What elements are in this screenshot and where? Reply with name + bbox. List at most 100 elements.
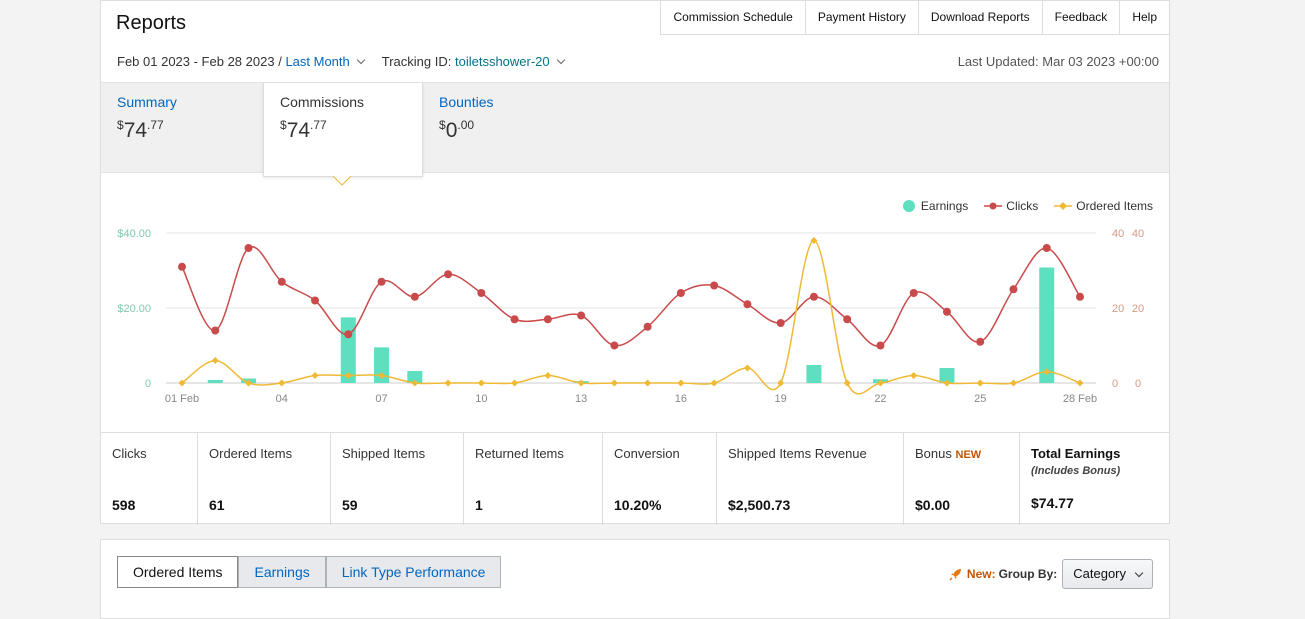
ordered-items-point — [777, 379, 785, 387]
clicks-point — [377, 277, 386, 286]
ordered-items-point — [943, 379, 951, 387]
details-card: Ordered Items Earnings Link Type Perform… — [100, 539, 1170, 619]
y-left-tick-label: 0 — [145, 378, 151, 390]
ordered-items-point — [477, 379, 485, 387]
group-by-select[interactable]: Category — [1062, 559, 1153, 589]
tab-commissions-label: Commissions — [280, 94, 365, 110]
legend-ordered-items-label: Ordered Items — [1076, 199, 1153, 213]
clicks-point — [1076, 292, 1084, 301]
stat-ordered-items-value: 61 — [209, 497, 225, 513]
clicks-point — [311, 296, 320, 305]
stat-bonus: Bonus NEW $0.00 — [904, 433, 1020, 525]
clicks-line — [181, 246, 1081, 347]
ordered-items-point — [677, 379, 685, 387]
tab-earnings[interactable]: Earnings — [238, 556, 326, 588]
clicks-point — [1009, 285, 1018, 294]
ordered-items-point — [910, 372, 918, 379]
ordered-items-point — [544, 372, 552, 379]
clicks-point — [244, 244, 253, 252]
stat-shipped-items: Shipped Items 59 — [331, 433, 464, 525]
legend-clicks-label: Clicks — [1006, 199, 1039, 213]
top-nav: Commission Schedule Payment History Down… — [660, 1, 1169, 35]
legend-ordered-items[interactable]: Ordered Items — [1054, 199, 1153, 213]
x-tick-label: 28 Feb — [1063, 393, 1097, 405]
stat-clicks: Clicks 598 — [101, 433, 198, 525]
nav-payment-history[interactable]: Payment History — [804, 1, 918, 35]
stat-conversion-label: Conversion — [614, 446, 680, 461]
nav-feedback[interactable]: Feedback — [1041, 1, 1120, 35]
reports-card: Reports Commission Schedule Payment Hist… — [100, 0, 1170, 525]
stat-returned-items: Returned Items 1 — [464, 433, 603, 525]
nav-download-reports[interactable]: Download Reports — [917, 1, 1042, 35]
stat-conversion: Conversion 10.20% — [603, 433, 717, 525]
clicks-point — [1042, 244, 1051, 252]
ordered-items-point — [511, 379, 519, 387]
stat-ordered-items-label: Ordered Items — [209, 446, 293, 461]
clicks-point — [710, 281, 719, 290]
stat-shipped-revenue-label: Shipped Items Revenue — [728, 446, 867, 461]
stat-bonus-label: Bonus — [915, 446, 952, 461]
date-separator: / — [278, 54, 282, 69]
stat-shipped-revenue: Shipped Items Revenue $2,500.73 — [717, 433, 904, 525]
performance-chart: $40.00 40 40 $20.00 20 20 0 0 0 01 Feb 04 07 10 13 16 1… — [117, 228, 1144, 405]
report-filters: Feb 01 2023 - Feb 28 2023 / Last Month T… — [117, 54, 572, 69]
ordered-items-point — [843, 379, 851, 387]
ordered-items-point — [710, 379, 718, 387]
stats-bar: Clicks 598 Ordered Items 61 Shipped Item… — [101, 432, 1169, 525]
clicks-point — [743, 300, 752, 309]
y-right-tick-label: 40 — [1132, 228, 1144, 240]
ordered-items-point — [743, 364, 751, 372]
x-tick-label: 04 — [276, 393, 288, 405]
earnings-bar — [374, 347, 390, 383]
ordered-items-point — [245, 379, 253, 387]
stat-conversion-value: 10.20% — [614, 497, 662, 513]
stat-shipped-items-label: Shipped Items — [342, 446, 426, 461]
summary-tabs: Summary $74.77 Commissions $74.77 Bounti… — [101, 82, 1169, 177]
clicks-point — [809, 292, 818, 301]
earnings-bar — [207, 380, 223, 383]
ordered-items-point — [1043, 368, 1051, 376]
tracking-id-dropdown[interactable]: toiletsshower-20 — [454, 54, 550, 69]
tab-link-type-performance[interactable]: Link Type Performance — [325, 556, 502, 588]
x-tick-label: 10 — [475, 393, 487, 405]
clicks-point — [277, 277, 286, 286]
tab-commissions[interactable]: Commissions $74.77 — [263, 83, 423, 177]
earnings-bar — [1039, 267, 1055, 383]
y-left-tick-label: $20.00 — [117, 303, 151, 315]
rocket-icon — [949, 569, 961, 581]
chevron-down-icon[interactable] — [356, 55, 366, 65]
nav-commission-schedule[interactable]: Commission Schedule — [660, 1, 805, 35]
clicks-point — [510, 315, 519, 324]
date-range: Feb 01 2023 - Feb 28 2023 — [117, 54, 275, 69]
tab-ordered-items[interactable]: Ordered Items — [117, 556, 239, 588]
stat-ordered-items: Ordered Items 61 — [198, 433, 331, 525]
earnings-dot-icon — [902, 200, 915, 212]
ordered-items-point — [610, 379, 618, 387]
nav-help[interactable]: Help — [1119, 1, 1169, 35]
clicks-point — [477, 289, 486, 297]
tab-summary-value: $74.77 — [117, 118, 164, 142]
ordered-items-point — [876, 379, 884, 387]
tab-summary-label: Summary — [117, 94, 177, 110]
chevron-down-icon — [1134, 568, 1144, 577]
stat-shipped-revenue-value: $2,500.73 — [728, 497, 791, 513]
chart-legend: Earnings Clicks Ordered Items — [886, 199, 1153, 213]
tab-bounties[interactable]: Bounties $0.00 — [423, 83, 583, 173]
legend-earnings[interactable]: Earnings — [902, 199, 968, 213]
period-dropdown[interactable]: Last Month — [285, 54, 350, 69]
legend-clicks[interactable]: Clicks — [984, 199, 1038, 213]
ordered-items-point — [577, 379, 585, 387]
chevron-down-icon[interactable] — [556, 55, 565, 65]
clicks-point — [876, 341, 885, 350]
stat-bonus-value: $0.00 — [915, 497, 951, 513]
clicks-point — [410, 292, 419, 301]
group-by-label: Group By: — [998, 567, 1058, 581]
clicks-point — [577, 311, 586, 320]
clicks-point — [610, 341, 619, 350]
ordered-items-point — [1076, 379, 1084, 387]
tab-summary[interactable]: Summary $74.77 — [101, 83, 263, 173]
ordered-items-point — [444, 379, 452, 387]
y-right-tick-label: 20 — [1132, 303, 1144, 315]
x-tick-label: 25 — [974, 393, 986, 405]
clicks-point — [676, 289, 685, 297]
